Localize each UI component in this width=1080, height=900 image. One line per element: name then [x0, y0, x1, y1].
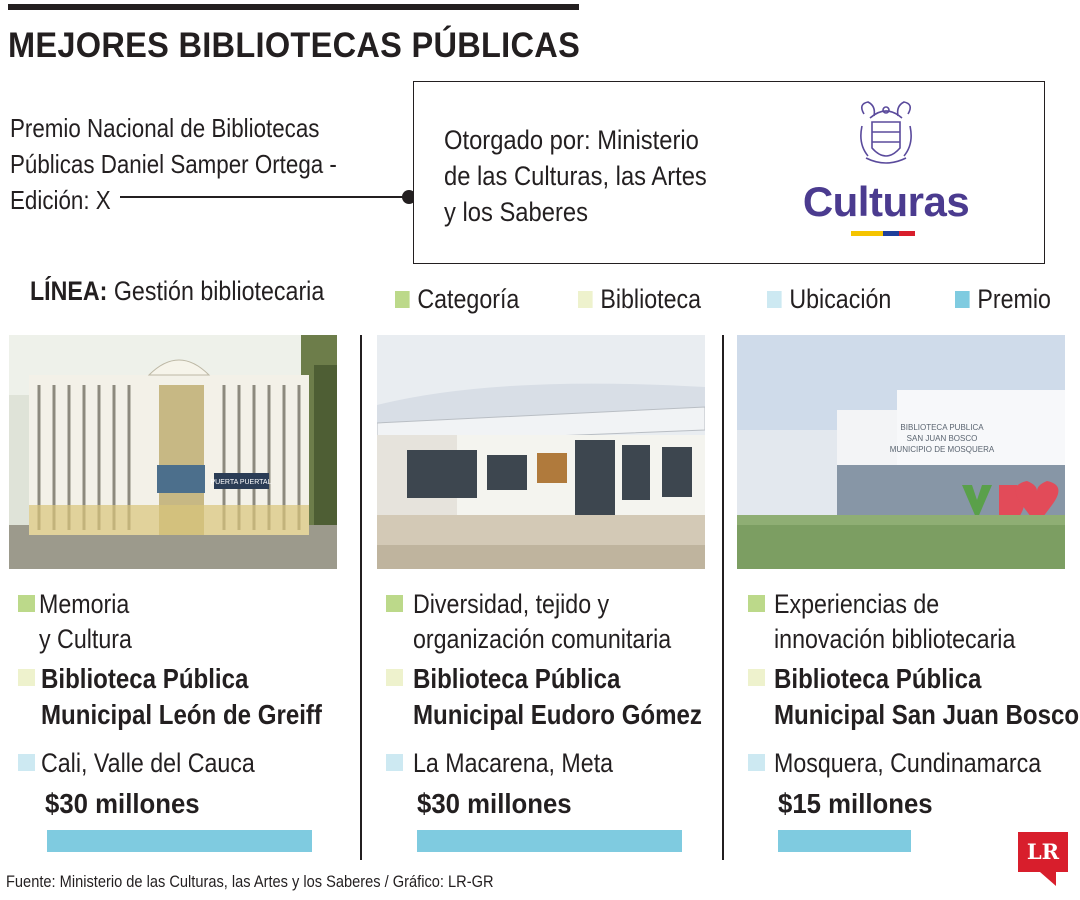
- name-line-2: Municipal León de Greiff: [41, 699, 322, 730]
- library-3-category: Experiencias de innovación bibliotecaria: [748, 587, 1055, 657]
- legend-premio: Premio: [955, 284, 1051, 315]
- category-line-1: Experiencias de: [774, 589, 940, 619]
- library-swatch: [748, 669, 765, 686]
- photo-sign-line-1: BIBLIOTECA PUBLICA: [900, 423, 984, 432]
- name-line-2: Municipal Eudoro Gómez: [413, 699, 702, 730]
- library-1-location: Cali, Valle del Cauca: [18, 746, 290, 781]
- library-1-category: Memoria y Cultura: [18, 587, 147, 657]
- library-2-prize-bar: [417, 830, 682, 852]
- page-title: MEJORES BIBLIOTECAS PÚBLICAS: [8, 26, 581, 65]
- photo-sign-text: PUERTA PUERTAL: [211, 479, 272, 486]
- flag-blue: [883, 231, 899, 236]
- photo-sign-line-2: SAN JUAN BOSCO: [907, 434, 978, 443]
- category-swatch: [748, 595, 765, 612]
- legend-label-ubicacion: Ubicación: [789, 284, 892, 314]
- library-photo-leon-de-greiff: PUERTA PUERTAL: [9, 335, 337, 569]
- legend-label-biblioteca: Biblioteca: [600, 284, 702, 314]
- lr-brand-logo: LR: [1018, 832, 1068, 872]
- category-line-2: organización comunitaria: [413, 624, 672, 654]
- flag-red: [899, 231, 915, 236]
- award-line-3: y los Saberes: [444, 197, 588, 227]
- location-swatch: [386, 754, 403, 771]
- top-rule: [8, 4, 579, 10]
- connector-line: [120, 196, 410, 198]
- library-2-name: Biblioteca Pública Municipal Eudoro Góme…: [386, 661, 749, 733]
- premio-line-3: Edición: X: [10, 185, 111, 215]
- coat-of-arms-icon: [860, 101, 912, 164]
- name-line-2: Municipal San Juan Bosco: [774, 699, 1080, 730]
- linea-key: LÍNEA:: [30, 276, 108, 306]
- source-note: Fuente: Ministerio de las Culturas, las …: [6, 872, 494, 891]
- location-text: La Macarena, Meta: [413, 748, 614, 778]
- culturas-wordmark: Culturas: [802, 178, 970, 225]
- linea-value: Gestión bibliotecaria: [113, 276, 325, 306]
- column-divider: [722, 335, 724, 860]
- award-line-1: Otorgado por: Ministerio: [444, 125, 699, 155]
- library-2-prize: $30 millones: [417, 788, 572, 819]
- premio-line-2: Públicas Daniel Samper Ortega -: [10, 149, 337, 179]
- award-box: Otorgado por: Ministerio de las Culturas…: [413, 81, 1045, 264]
- premio-description: Premio Nacional de Bibliotecas Públicas …: [10, 110, 337, 218]
- legend-swatch-categoria: [395, 291, 410, 308]
- legend-swatch-biblioteca: [578, 291, 593, 308]
- name-line-1: Biblioteca Pública: [413, 663, 621, 694]
- category-swatch: [386, 595, 403, 612]
- photo-sign-line-3: MUNICIPIO DE MOSQUERA: [890, 445, 995, 454]
- library-3-prize: $15 millones: [778, 788, 933, 819]
- category-line-2: y Cultura: [39, 624, 132, 654]
- library-1-prize: $30 millones: [45, 788, 200, 819]
- column-divider: [360, 335, 362, 860]
- location-swatch: [748, 754, 765, 771]
- library-1-name: Biblioteca Pública Municipal León de Gre…: [18, 661, 368, 733]
- award-line-2: de las Culturas, las Artes: [444, 161, 707, 191]
- legend-categoria: Categoría: [395, 284, 519, 315]
- legend-label-categoria: Categoría: [417, 284, 520, 314]
- library-1-prize-bar: [47, 830, 312, 852]
- award-text: Otorgado por: Ministerio de las Culturas…: [444, 122, 707, 230]
- library-swatch: [18, 669, 35, 686]
- legend-swatch-premio: [955, 291, 970, 308]
- category-swatch: [18, 595, 35, 612]
- lr-logo-tail: [1040, 872, 1056, 886]
- colombia-flag-stripe: [851, 231, 915, 236]
- legend-ubicacion: Ubicación: [767, 284, 891, 315]
- library-photo-san-juan-bosco: BIBLIOTECA PUBLICA SAN JUAN BOSCO MUNICI…: [737, 335, 1065, 569]
- ministry-logo: Culturas: [796, 96, 976, 246]
- library-photo-eudoro-gomez: [377, 335, 705, 569]
- category-line-2: innovación bibliotecaria: [774, 624, 1016, 654]
- location-swatch: [18, 754, 35, 771]
- connector-dot: [402, 190, 416, 204]
- name-line-1: Biblioteca Pública: [774, 663, 982, 694]
- library-2-category: Diversidad, tejido y organización comuni…: [386, 587, 713, 657]
- library-2-location: La Macarena, Meta: [386, 746, 646, 781]
- linea-label: LÍNEA: Gestión bibliotecaria: [30, 276, 324, 307]
- flag-yellow: [851, 231, 883, 236]
- location-text: Cali, Valle del Cauca: [41, 748, 255, 778]
- category-line-1: Diversidad, tejido y: [413, 589, 610, 619]
- legend-biblioteca: Biblioteca: [578, 284, 701, 315]
- category-line-1: Memoria: [39, 589, 130, 619]
- location-text: Mosquera, Cundinamarca: [774, 748, 1042, 778]
- premio-line-1: Premio Nacional de Bibliotecas: [10, 113, 320, 143]
- library-3-name: Biblioteca Pública Municipal San Juan Bo…: [748, 661, 1080, 733]
- legend-label-premio: Premio: [977, 284, 1051, 314]
- legend-swatch-ubicacion: [767, 291, 782, 308]
- library-3-location: Mosquera, Cundinamarca: [748, 746, 1080, 781]
- library-swatch: [386, 669, 403, 686]
- library-3-prize-bar: [778, 830, 911, 852]
- name-line-1: Biblioteca Pública: [41, 663, 249, 694]
